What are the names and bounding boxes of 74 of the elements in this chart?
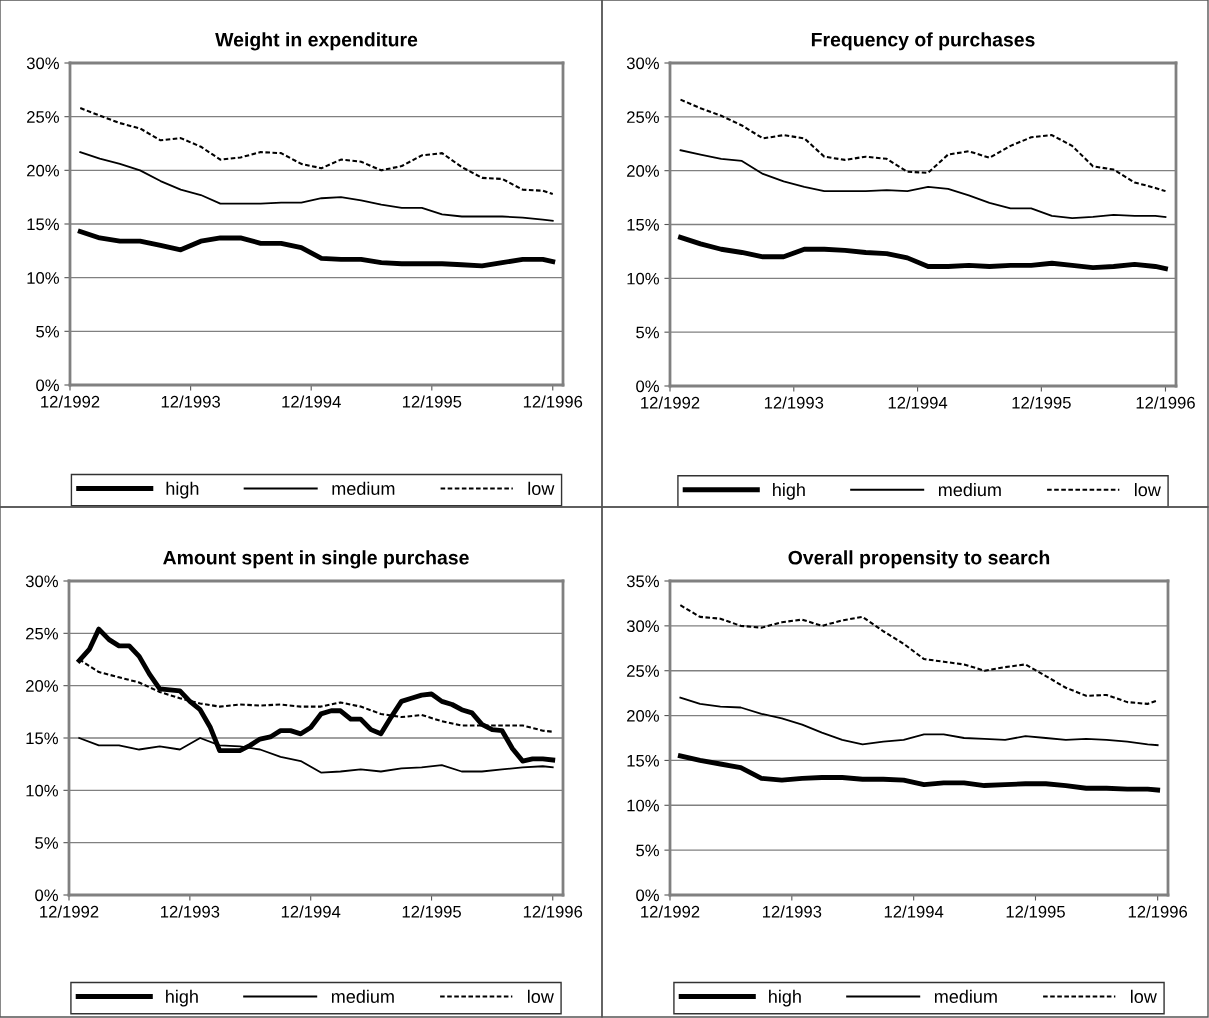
legend-label: low — [527, 989, 554, 1004]
legend-label: low — [1130, 989, 1157, 1004]
legend-label: low — [1134, 483, 1161, 497]
legend-label: high — [166, 989, 198, 1007]
x-tick-label: 12/1994 — [282, 395, 341, 408]
y-tick-label: 25% — [26, 627, 58, 640]
x-tick-label: 12/1995 — [402, 905, 461, 918]
y-tick-label: 15% — [27, 218, 59, 231]
line-series — [77, 229, 556, 269]
y-tick-label: 30% — [26, 57, 59, 70]
y-tick-label: 15% — [627, 218, 659, 231]
y-tick-label: 5% — [636, 844, 659, 857]
y-tick-label: 35% — [626, 575, 659, 588]
x-tick-label: 12/1993 — [161, 395, 220, 408]
y-tick-label: 20% — [27, 164, 59, 177]
y-tick-label: 0% — [636, 380, 659, 393]
line-series — [79, 151, 554, 222]
y-tick-label: 20% — [627, 709, 659, 722]
line-series — [678, 234, 1168, 272]
line-series — [679, 149, 1167, 219]
x-tick-label: 12/1992 — [641, 905, 700, 918]
legend-label: high — [773, 483, 805, 500]
line-series — [679, 604, 1159, 705]
x-tick-label: 12/1992 — [641, 396, 700, 409]
line-series — [79, 107, 554, 195]
legend-label: high — [166, 481, 199, 499]
x-tick-label: 12/1993 — [764, 396, 824, 409]
legend-label: high — [769, 989, 801, 1007]
x-tick-label: 12/1995 — [402, 395, 462, 408]
chart-title: Amount spent in single purchase — [163, 550, 469, 569]
y-tick-label: 5% — [636, 326, 659, 339]
x-tick-label: 12/1994 — [884, 905, 944, 918]
legend-label: medium — [332, 481, 395, 496]
x-tick-label: 12/1995 — [1012, 396, 1071, 409]
legend-label: medium — [331, 989, 394, 1004]
y-tick-label: 30% — [626, 57, 659, 70]
chart-title: Weight in expenditure — [215, 32, 418, 51]
x-tick-label: 12/1994 — [281, 905, 341, 918]
chart-title: Frequency of purchases — [811, 32, 1035, 51]
x-tick-label: 12/1996 — [1128, 905, 1188, 918]
y-tick-label: 20% — [627, 165, 659, 177]
x-tick-label: 12/1996 — [523, 905, 583, 918]
y-tick-label: 0% — [35, 889, 58, 902]
x-tick-label: 12/1992 — [41, 395, 100, 408]
x-tick-label: 12/1996 — [1136, 396, 1195, 409]
line-series — [677, 753, 1161, 793]
legend-label: medium — [938, 483, 1001, 497]
legend-label: medium — [934, 989, 997, 1004]
y-tick-label: 10% — [27, 272, 59, 284]
y-tick-label: 15% — [627, 754, 659, 767]
x-tick-label: 12/1995 — [1006, 905, 1065, 918]
y-tick-label: 25% — [27, 111, 59, 123]
y-tick-label: 10% — [627, 272, 659, 285]
y-tick-label: 30% — [626, 620, 659, 633]
y-tick-label: 15% — [26, 732, 58, 745]
x-tick-label: 12/1994 — [888, 396, 948, 409]
x-tick-label: 12/1993 — [762, 905, 822, 918]
x-tick-label: 12/1996 — [523, 395, 583, 408]
y-tick-label: 5% — [35, 837, 58, 849]
y-tick-label: 25% — [627, 665, 659, 677]
line-series — [679, 98, 1167, 193]
y-tick-label: 25% — [627, 111, 659, 124]
y-tick-label: 5% — [36, 325, 59, 338]
y-tick-label: 30% — [25, 575, 58, 588]
y-tick-label: 10% — [627, 799, 659, 812]
x-tick-label: 12/1992 — [40, 905, 99, 918]
chart-title: Overall propensity to search — [788, 550, 1050, 569]
y-tick-label: 0% — [36, 379, 59, 392]
y-tick-label: 20% — [26, 680, 58, 692]
legend-label: low — [528, 481, 555, 496]
x-tick-label: 12/1993 — [161, 905, 220, 918]
y-tick-label: 0% — [636, 889, 659, 902]
line-series — [679, 696, 1159, 747]
y-tick-label: 10% — [26, 784, 58, 797]
